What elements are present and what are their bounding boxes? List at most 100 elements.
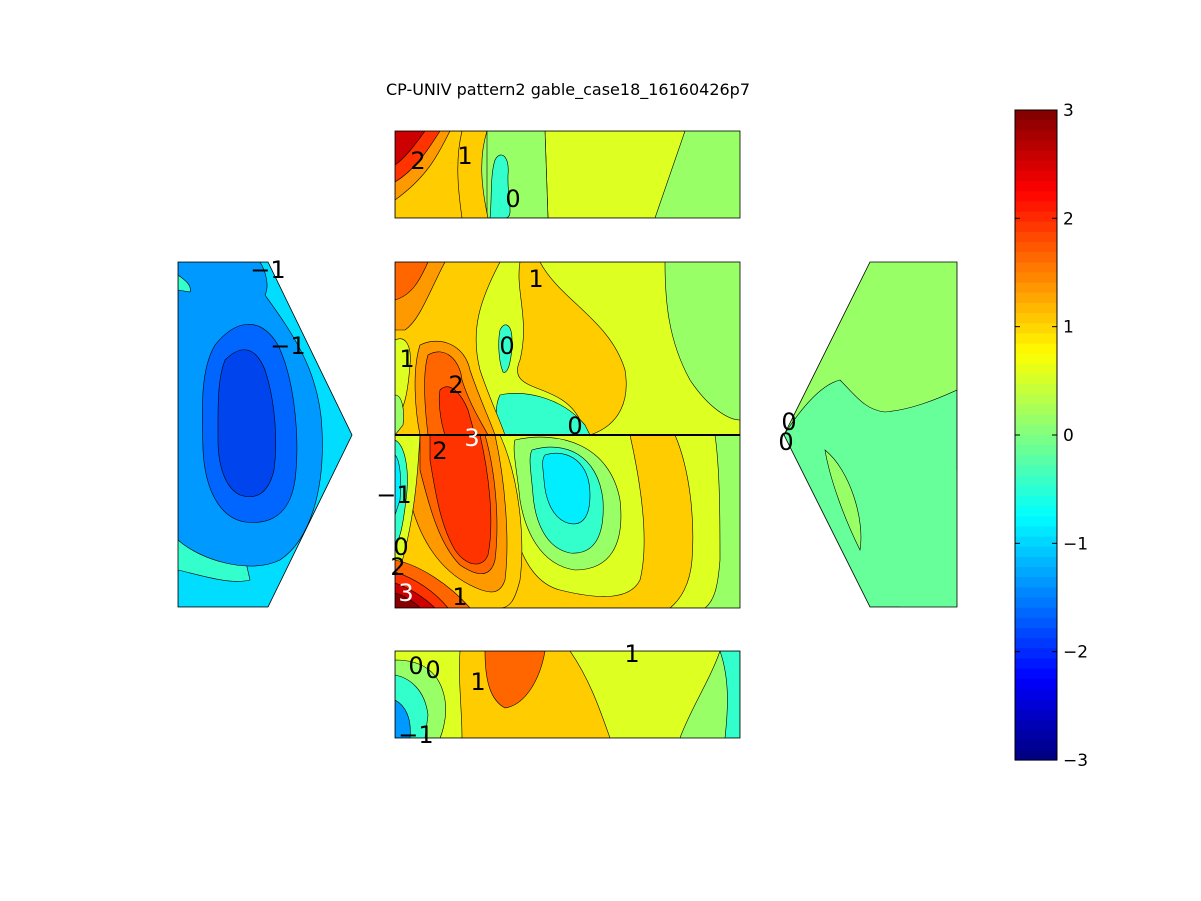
contour-region [719, 651, 740, 738]
chart-title: CP-UNIV pattern2 gable_case18_16160426p7 [386, 80, 750, 100]
colorbar-band [1015, 536, 1057, 548]
colorbar-band [1015, 648, 1057, 660]
contour-label: 0 [778, 428, 793, 456]
contour-region [900, 470, 957, 607]
colorbar-band [1015, 211, 1057, 223]
colorbar-band [1015, 445, 1057, 456]
panel-frame [394, 130, 741, 219]
colorbar-band [1015, 191, 1057, 203]
colorbar-band [1015, 252, 1057, 263]
colorbar-tick-label: 0 [1063, 426, 1074, 446]
colorbar-band [1015, 709, 1057, 720]
colorbar-band [1015, 739, 1057, 751]
colorbar-band [1015, 181, 1057, 192]
colorbar-band [1015, 699, 1057, 710]
colorbar-band [1015, 465, 1057, 477]
colorbar-band [1015, 110, 1057, 121]
contour-region [484, 651, 546, 709]
colorbar-band [1015, 688, 1057, 700]
colorbar-band [1015, 506, 1057, 517]
contour-region [395, 699, 411, 738]
colorbar-band [1015, 475, 1057, 487]
contour-label: 2 [390, 553, 405, 581]
contour-region [542, 453, 591, 525]
contour-label: 3 [398, 579, 413, 607]
contour-label: 1 [399, 345, 414, 373]
colorbar-band [1015, 719, 1057, 731]
contour-region [495, 393, 591, 435]
colorbar-band [1015, 567, 1057, 578]
colorbar-band [1015, 526, 1057, 538]
colorbar-band [1015, 272, 1057, 284]
contour-region [784, 379, 957, 607]
colorbar-band [1015, 577, 1057, 588]
contour-region [498, 324, 513, 373]
panel-main-lower [395, 435, 740, 608]
contour-region [395, 394, 404, 435]
colorbar-band [1015, 363, 1057, 375]
colorbar-band [1015, 353, 1057, 365]
colorbar-band [1015, 435, 1057, 446]
contour-region [429, 435, 492, 565]
colorbar-band [1015, 404, 1057, 416]
contour-label: 1 [528, 265, 543, 293]
colorbar-tick-label: −3 [1063, 751, 1088, 771]
contour-label: 0 [567, 412, 582, 440]
colorbar-band [1015, 597, 1057, 609]
colorbar-band [1015, 130, 1057, 142]
colorbar-band [1015, 333, 1057, 345]
contour-label: 0 [393, 533, 408, 561]
colorbar-band [1015, 485, 1057, 497]
colorbar-band [1015, 729, 1057, 741]
colorbar-band [1015, 495, 1057, 507]
colorbar-tick-label: 2 [1063, 209, 1074, 229]
colorbar-band [1015, 668, 1057, 680]
colorbar-tick-label: 3 [1063, 101, 1074, 121]
colorbar-band [1015, 242, 1057, 253]
contour-label: 0 [425, 656, 440, 684]
colorbar-band [1015, 556, 1057, 568]
contour-label: −1 [270, 332, 305, 360]
colorbar-band [1015, 313, 1057, 324]
colorbar-band [1015, 627, 1057, 639]
contour-label: 0 [505, 185, 520, 213]
colorbar: 3 2 1 0 −1 −2 −3 [1014, 101, 1088, 771]
colorbar-band [1015, 140, 1057, 152]
colorbar-band [1015, 617, 1057, 629]
colorbar-band [1015, 231, 1057, 243]
contour-label: 1 [452, 583, 467, 611]
panel-bottom-roof [395, 651, 740, 738]
contour-region [824, 449, 862, 551]
colorbar-band [1015, 587, 1057, 599]
colorbar-band [1015, 221, 1057, 233]
contour-label: 0 [499, 332, 514, 360]
contour-label: 1 [470, 668, 485, 696]
colorbar-band [1015, 120, 1057, 131]
colorbar-band [1015, 160, 1057, 172]
colorbar-band [1015, 282, 1057, 294]
colorbar-band [1015, 455, 1057, 467]
panel-top-roof [395, 131, 740, 218]
colorbar-band [1015, 292, 1057, 304]
contour-region [395, 592, 421, 608]
colorbar-band [1015, 343, 1057, 355]
panel-left-gable [178, 262, 352, 607]
colorbar-band [1015, 516, 1057, 528]
contour-label: −1 [398, 721, 433, 749]
contour-region [489, 154, 511, 218]
colorbar-band [1015, 201, 1057, 213]
colorbar-band [1015, 638, 1057, 649]
panel-frame [394, 650, 741, 739]
contour-label: 0 [781, 408, 796, 436]
colorbar-band [1015, 374, 1057, 385]
contour-label: 2 [432, 437, 447, 465]
colorbar-band [1015, 546, 1057, 558]
colorbar-band [1015, 424, 1057, 436]
colorbar-band [1015, 414, 1057, 426]
colorbar-band [1015, 302, 1057, 314]
colorbar-band [1015, 607, 1057, 619]
contour-label: 2 [410, 147, 425, 175]
colorbar-band [1015, 384, 1057, 395]
panel-frame [783, 261, 958, 608]
